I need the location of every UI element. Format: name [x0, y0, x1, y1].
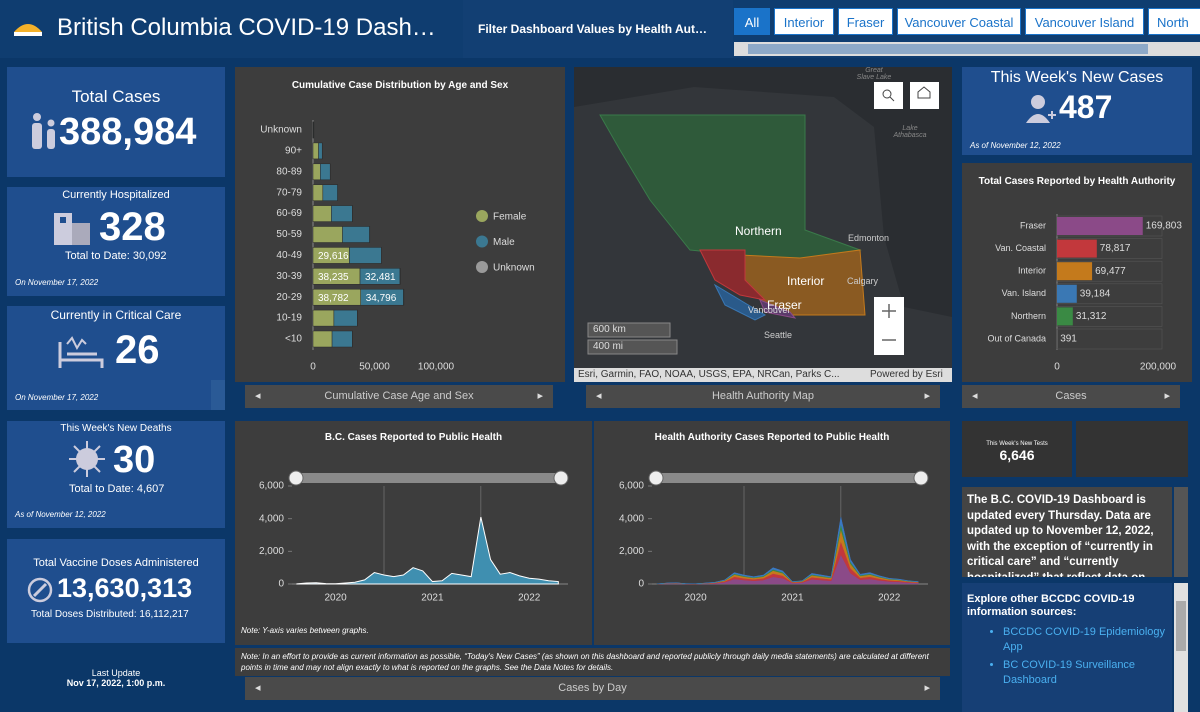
label: This Week's New Cases	[990, 69, 1164, 86]
tab[interactable]: Vancouver Coastal	[897, 8, 1021, 35]
chart-title: Health Authority Cases Reported to Publi…	[654, 432, 890, 443]
value: 30	[113, 439, 156, 481]
map-label: Fraser	[767, 298, 802, 312]
tab[interactable]: Vancouver Island	[1025, 8, 1144, 35]
total: Total to Date: 30,092	[65, 250, 167, 262]
tab[interactable]: All	[734, 8, 770, 35]
value: 487	[1059, 89, 1113, 125]
new-cases-card: This Week's New Cases 487 As of November…	[962, 67, 1192, 155]
hospitalized-card: Currently Hospitalized 328 Total to Date…	[7, 187, 225, 296]
date: On November 17, 2022	[15, 393, 99, 402]
water-label: Great Slave Lake	[856, 67, 892, 81]
date: As of November 12, 2022	[15, 510, 106, 519]
attribution: Esri, Garmin, FAO, NOAA, USGS, EPA, NRCa…	[578, 369, 840, 380]
scale-label: 400 mi	[593, 341, 624, 352]
panel-footer[interactable]: Cumulative Case Age and Sex	[245, 385, 553, 408]
ha-time-panel: Health Authority Cases Reported to Publi…	[594, 421, 950, 645]
map-label: Seattle	[764, 330, 793, 340]
tests-card: This Week's New Tests 6,646	[962, 421, 1072, 477]
panel-footer[interactable]: Cases by Day	[245, 677, 940, 700]
testing-rate-card	[1076, 421, 1188, 477]
map-panel: Northern Interior Fraser Vancouver Edmon…	[574, 67, 952, 382]
vaccine-card: Total Vaccine Doses Administered 13,630,…	[7, 539, 225, 643]
logo	[14, 24, 42, 36]
tab[interactable]: Interior	[774, 8, 834, 35]
date: On November 17, 2022	[15, 278, 99, 287]
value: 6,646	[999, 447, 1035, 463]
link[interactable]: BC COVID-19 Surveillance Dashboard	[1003, 658, 1167, 688]
date: As of November 12, 2022	[970, 141, 1061, 150]
chart-title: B.C. Cases Reported to Public Health	[324, 432, 503, 443]
note: Note: Y-axis varies between graphs.	[241, 626, 369, 635]
label: This Week's New Deaths	[60, 423, 172, 434]
value: 328	[99, 205, 166, 249]
scrollbar[interactable]	[734, 42, 1200, 56]
scroll[interactable]	[211, 380, 225, 410]
label: Total Vaccine Doses Administered	[33, 557, 199, 569]
value: 13,630,313	[57, 573, 193, 603]
map-label: Vancouver	[748, 305, 791, 315]
panel-footer[interactable]: Health Authority Map	[586, 385, 940, 408]
total-cases-card: Total Cases 388,984	[7, 67, 225, 177]
map-label: Edmonton	[848, 233, 890, 243]
info-text: The B.C. COVID-19 Dashboard is updated e…	[967, 494, 1154, 577]
ha-panel: Total Cases Reported by Health Authority	[962, 163, 1192, 382]
value: 388,984	[59, 111, 197, 153]
scale-label: 600 km	[593, 324, 626, 335]
map-label: Interior	[787, 274, 825, 288]
tab[interactable]: Fraser	[838, 8, 893, 35]
critical-care-card: Currently in Critical Care 26 On Novembe…	[7, 306, 225, 410]
map-label: Northern	[735, 224, 782, 238]
note: Note: In an effort to provide as current…	[235, 648, 950, 676]
explore-box: Explore other BCCDC COVID-19 information…	[962, 583, 1172, 712]
powered-by[interactable]: Powered by Esri	[870, 369, 943, 380]
filter-label: Filter Dashboard Values by Health Aut…	[478, 22, 707, 36]
label: Currently Hospitalized	[62, 189, 170, 201]
water-label: Lake Athabasca	[893, 125, 927, 139]
header: British Columbia COVID-19 Dash… Filter D…	[0, 0, 1200, 58]
bc-panel: B.C. Cases Reported to Public Health Not…	[235, 421, 592, 645]
link[interactable]: BCCDC COVID-19 Epidemiology App	[1003, 625, 1167, 655]
label: Total Cases	[71, 87, 161, 106]
value: Nov 17, 2022, 1:00 p.m.	[66, 678, 166, 688]
map[interactable]	[574, 67, 952, 382]
tab[interactable]: North	[1148, 8, 1200, 35]
total: Total to Date: 4,607	[69, 483, 165, 495]
value: 26	[115, 328, 160, 372]
last-update: Last Update Nov 17, 2022, 1:00 p.m.	[7, 668, 225, 688]
age-panel: Cumulative Case Distribution by Age and …	[235, 67, 565, 382]
title: British Columbia COVID-19 Dash…	[57, 14, 436, 41]
label: Currently in Critical Care	[50, 308, 182, 322]
info-box: The B.C. COVID-19 Dashboard is updated e…	[962, 487, 1172, 577]
chart-title: Total Cases Reported by Health Authority	[978, 176, 1176, 187]
scrollbar[interactable]	[1174, 583, 1188, 712]
scrollbar[interactable]	[1174, 487, 1188, 577]
explore-heading: Explore other BCCDC COVID-19 information…	[967, 593, 1135, 618]
deaths-card: This Week's New Deaths 30 Total to Date:…	[7, 421, 225, 528]
panel-footer[interactable]: Cases	[962, 385, 1180, 408]
map-label: Calgary	[847, 276, 879, 286]
label: Last Update	[91, 668, 141, 678]
label: This Week's New Tests	[986, 441, 1048, 447]
distributed: Total Doses Distributed: 16,112,217	[31, 609, 189, 620]
chart-title: Cumulative Case Distribution by Age and …	[291, 80, 509, 91]
